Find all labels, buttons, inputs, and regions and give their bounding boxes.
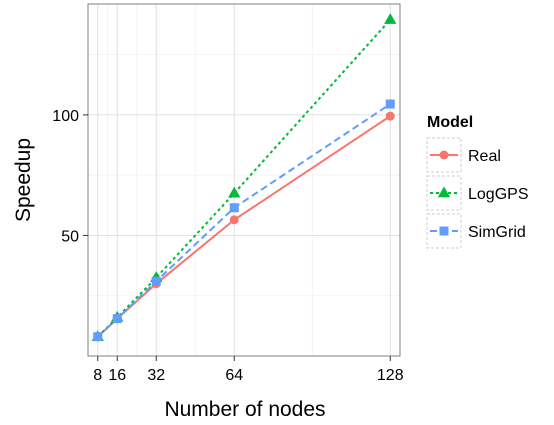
data-point-real xyxy=(229,215,239,225)
x-tick-label: 8 xyxy=(93,367,102,384)
data-point-simgrid xyxy=(112,314,122,324)
legend-label: LogGPS xyxy=(468,186,528,203)
y-axis-title: Speedup xyxy=(12,138,35,222)
series-line-loggps xyxy=(97,19,391,338)
legend-key-marker xyxy=(439,150,449,160)
data-point-simgrid xyxy=(93,332,103,342)
data-point-simgrid xyxy=(385,99,395,109)
series-simgrid xyxy=(93,99,395,342)
plot-border xyxy=(87,3,401,357)
data-point-loggps xyxy=(228,186,241,198)
legend-label: SimGrid xyxy=(468,224,526,241)
legend: Model Real LogGPS SimGrid xyxy=(426,114,528,249)
y-tick-label: 50 xyxy=(61,228,79,245)
legend-title: Model xyxy=(427,114,473,131)
legend-key-marker xyxy=(437,186,451,198)
data-point-simgrid xyxy=(151,276,161,286)
x-axis-title: Number of nodes xyxy=(164,398,325,421)
x-tick-label: 128 xyxy=(377,367,404,384)
legend-key-marker xyxy=(439,226,449,236)
legend-label: Real xyxy=(468,148,501,165)
data-point-simgrid xyxy=(229,203,239,213)
data-point-loggps xyxy=(384,13,397,24)
data-point-real xyxy=(385,111,395,121)
x-tick-label: 64 xyxy=(225,367,243,384)
legend-item-real: Real xyxy=(426,137,501,173)
x-tick-label: 16 xyxy=(108,367,126,384)
x-tick-label: 32 xyxy=(147,367,165,384)
legend-item-simgrid: SimGrid xyxy=(426,213,526,249)
y-tick-label: 100 xyxy=(52,108,79,125)
legend-item-loggps: LogGPS xyxy=(426,175,528,211)
